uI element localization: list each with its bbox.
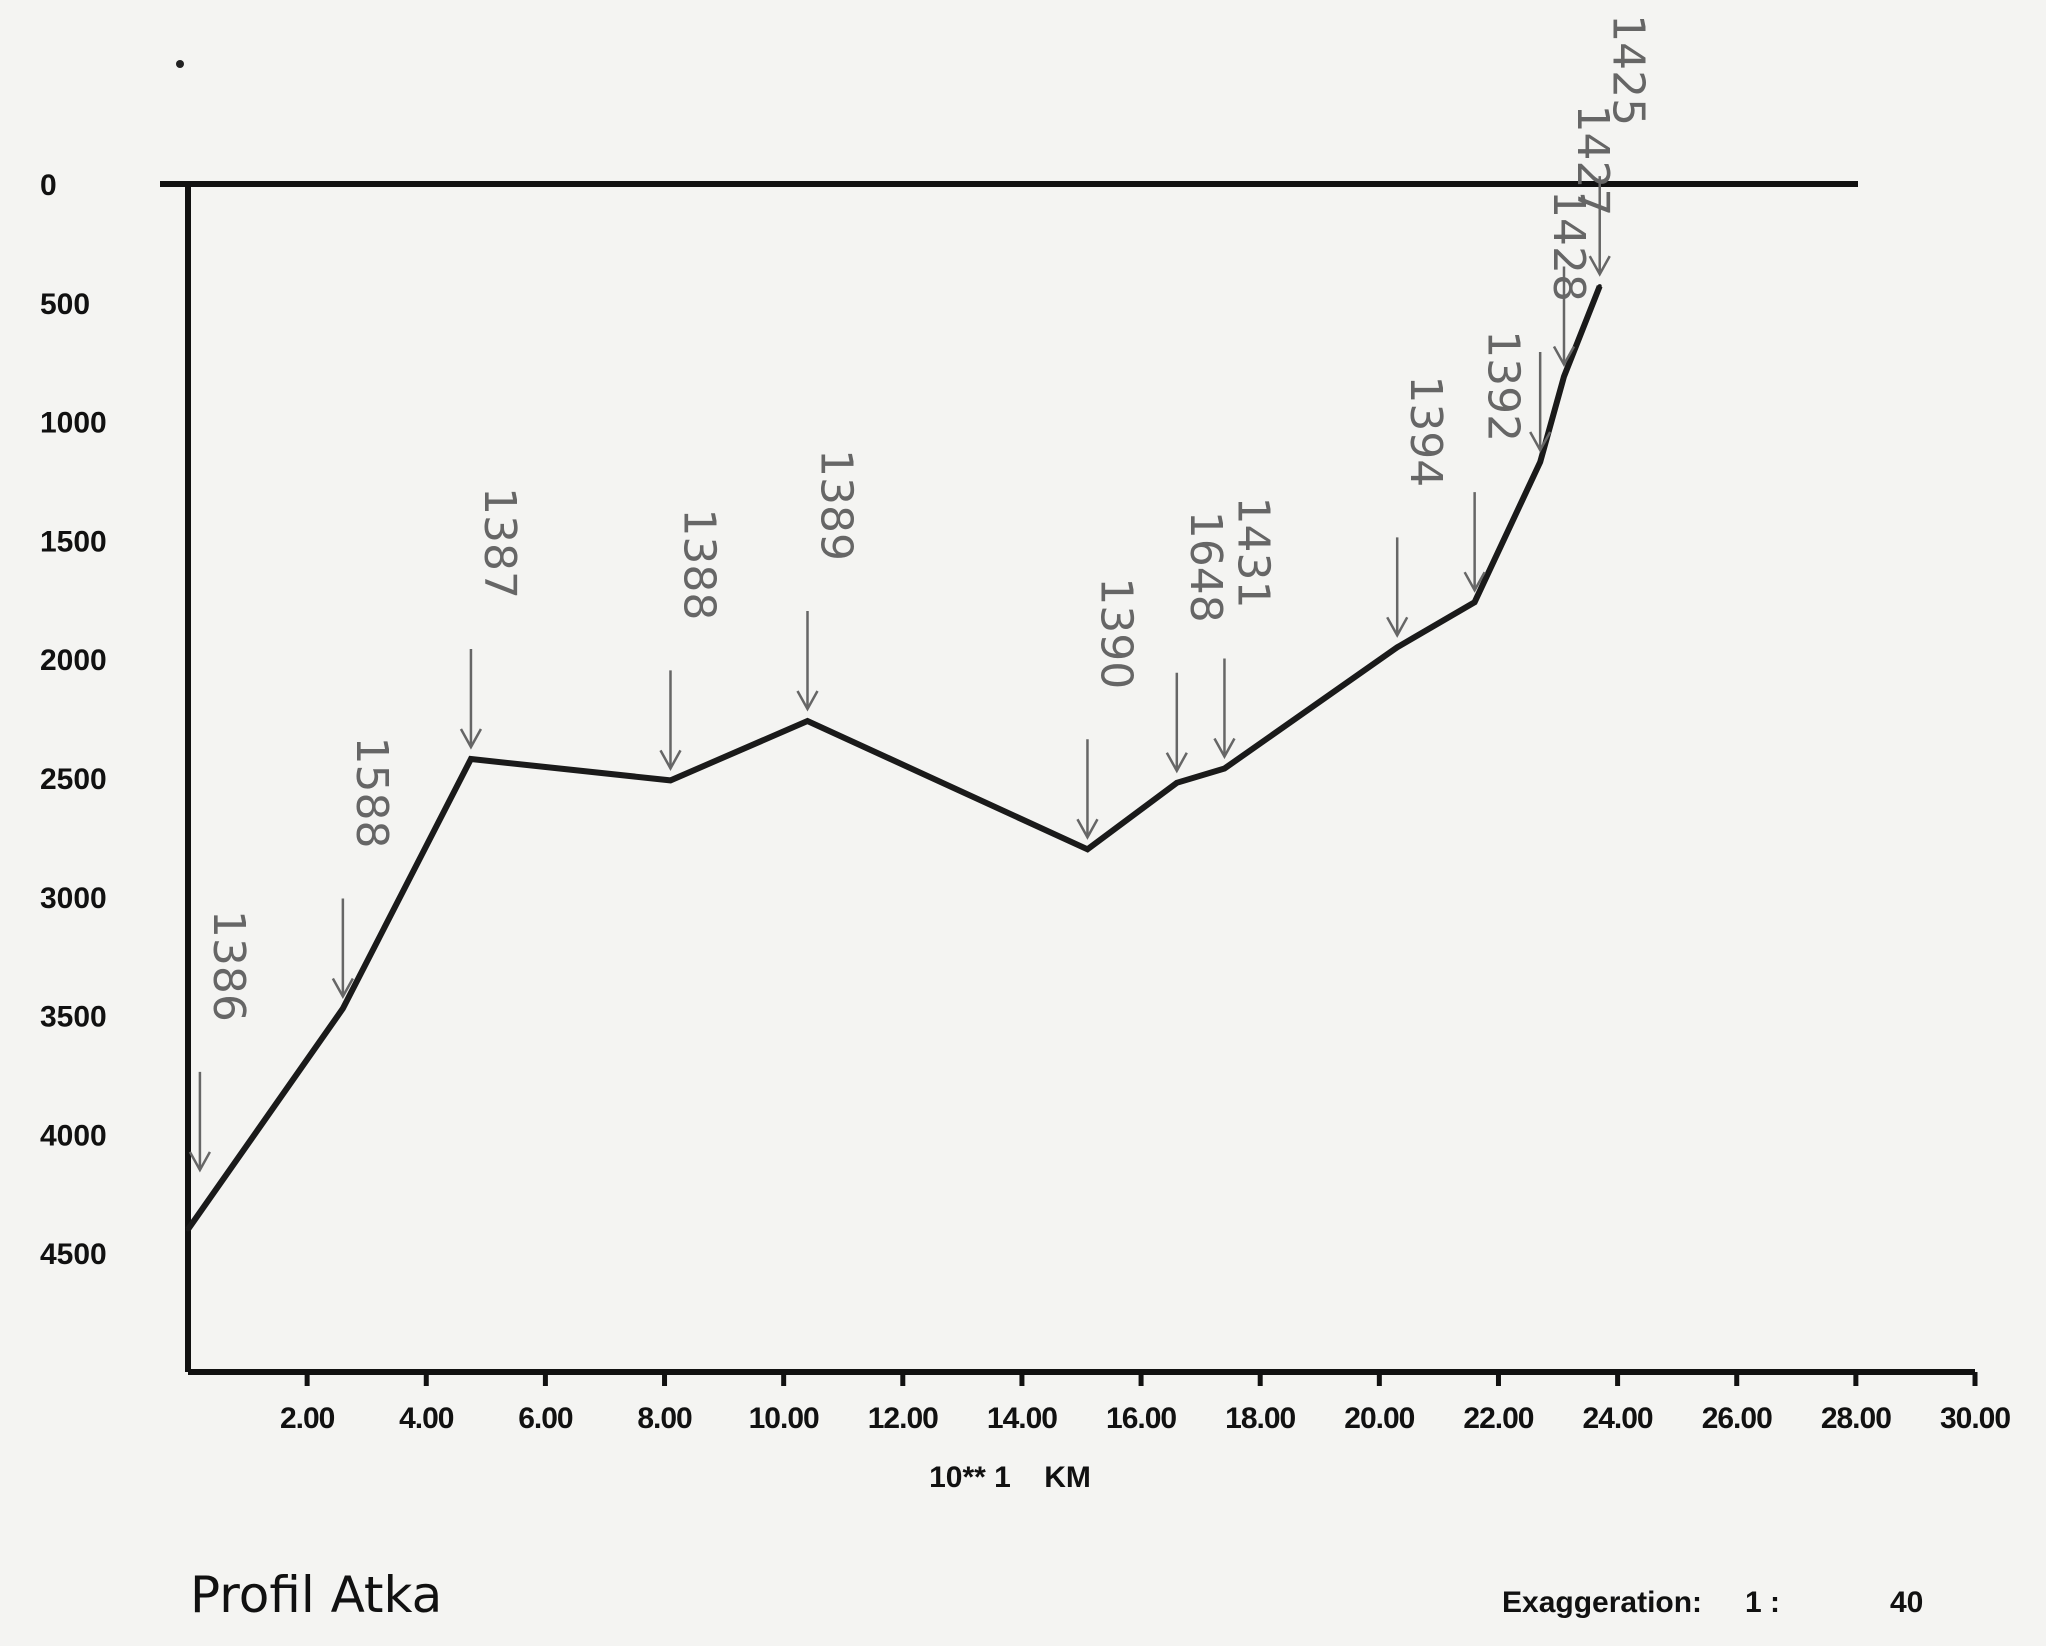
exaggeration-value: 40 (1890, 1586, 1923, 1619)
chart-title: Profil Atka (190, 1566, 442, 1624)
annotation: 1431 (1213, 496, 1278, 760)
annotation-label: 1428 (1543, 190, 1594, 302)
x-tick-label: 6.00 (518, 1402, 573, 1435)
y-tick-label: 2500 (40, 763, 107, 796)
scan-dot (176, 60, 184, 68)
x-tick-label: 14.00 (987, 1402, 1057, 1435)
annotation-arrowhead (1076, 818, 1099, 840)
annotation-label: 1388 (673, 508, 724, 620)
annotation: 1428 (1529, 190, 1594, 453)
annotation-arrowhead (459, 728, 483, 750)
annotation-arrowhead (1529, 431, 1552, 453)
annotation: 1387 (459, 487, 525, 750)
profile-point (1222, 766, 1227, 771)
y-tick-labels: 0 500 1000 1500 2000 2500 3000 3500 4000 4500 (40, 169, 107, 1271)
y-tick-label: 1000 (40, 407, 107, 440)
profile-point (1561, 374, 1566, 379)
annotation: 1392 (1463, 330, 1529, 593)
x-tick-label: 10.00 (749, 1402, 819, 1435)
exaggeration-label: Exaggeration: (1502, 1586, 1702, 1619)
profile-point (186, 1227, 190, 1232)
annotation-arrowhead (188, 1151, 212, 1173)
x-tick-label: 20.00 (1344, 1402, 1414, 1435)
annotation: 1427 (1552, 104, 1618, 368)
x-tick-label: 18.00 (1225, 1402, 1295, 1435)
annotation: 1386 (188, 910, 254, 1173)
annotation: 1648 (1165, 511, 1231, 774)
annotation-arrowhead (331, 977, 354, 1000)
annotation-arrowhead (1386, 616, 1409, 638)
profile-point (1538, 459, 1543, 464)
annotation-label: 1392 (1478, 330, 1529, 442)
annotation: 1425 (1588, 14, 1654, 277)
x-tick-label: 16.00 (1106, 1402, 1176, 1435)
y-tick-label: 3000 (40, 882, 107, 915)
x-tick-label: 22.00 (1463, 1402, 1533, 1435)
annotation-arrowhead (659, 749, 682, 771)
annotation-label: 1394 (1400, 375, 1451, 487)
profile-point (1472, 600, 1477, 605)
x-tick-label: 24.00 (1583, 1402, 1653, 1435)
annotation-label: 1588 (346, 736, 397, 848)
x-tick-label: 30.00 (1940, 1402, 2010, 1435)
annotation-label: 1387 (474, 487, 525, 599)
annotation-label: 1648 (1180, 511, 1231, 623)
annotation: 1389 (796, 449, 861, 712)
annotation-arrowhead (1552, 345, 1576, 368)
profile-point (805, 718, 810, 723)
annotation-arrowhead (1213, 737, 1236, 760)
annotation-arrowhead (1463, 571, 1486, 593)
x-tick-label: 26.00 (1702, 1402, 1772, 1435)
annotation: 1390 (1076, 577, 1141, 840)
y-tick-label: 500 (40, 288, 90, 321)
y-tick-label: 0 (40, 169, 57, 202)
x-tick-labels: 2.00 4.00 6.00 8.00 10.00 12.00 14.00 16.00 18.0… (280, 1372, 2011, 1435)
profile-point (668, 778, 673, 783)
profile-point (1085, 847, 1090, 852)
x-tick-label: 28.00 (1821, 1402, 1891, 1435)
profile-point (468, 756, 473, 761)
y-tick-label: 2000 (40, 644, 107, 677)
profile-point (340, 1006, 345, 1011)
annotation-label: 1390 (1090, 577, 1141, 689)
annotation-label: 1427 (1567, 104, 1618, 216)
exaggeration-ratio: 1 : (1745, 1586, 1780, 1619)
annotation: 1388 (659, 508, 724, 771)
x-tick-label: 4.00 (399, 1402, 454, 1435)
profile-line (185, 285, 1603, 1232)
annotation-arrowhead (1165, 752, 1188, 774)
y-tick-label: 4000 (40, 1119, 107, 1152)
x-tick-label: 2.00 (280, 1402, 335, 1435)
annotation-arrowhead (1588, 255, 1611, 277)
annotation: 1588 (331, 736, 397, 1000)
series-group (185, 284, 1603, 1232)
y-tick-label: 4500 (40, 1238, 107, 1271)
y-tick-label: 3500 (40, 1001, 107, 1034)
x-axis-label: 10** 1 KM (929, 1461, 1091, 1494)
y-tick-label: 1500 (40, 525, 107, 558)
profile-point (1395, 645, 1400, 650)
annotation-arrowhead (796, 690, 819, 712)
x-tick-label: 8.00 (637, 1402, 692, 1435)
annotation-label: 1386 (203, 910, 254, 1022)
annotation-label: 1431 (1227, 496, 1278, 608)
annotation-label: 1389 (810, 449, 861, 561)
x-tick-label: 12.00 (868, 1402, 938, 1435)
axes (160, 181, 1975, 1375)
profile-point (1174, 780, 1179, 785)
annotation-label: 1425 (1603, 14, 1654, 126)
annotation: 1394 (1386, 375, 1451, 638)
profile-point (1597, 284, 1602, 289)
